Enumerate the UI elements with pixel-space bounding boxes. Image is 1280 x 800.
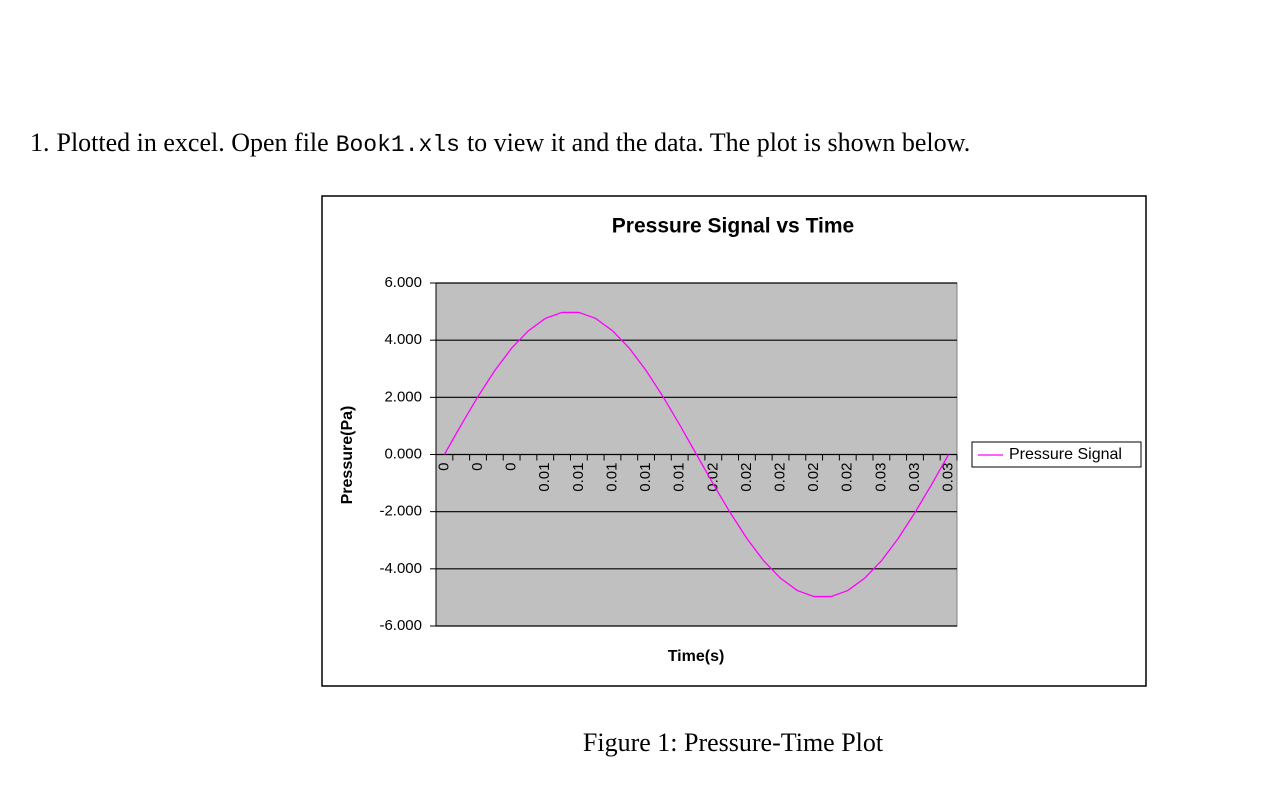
- legend-label: Pressure Signal: [1009, 446, 1122, 463]
- x-tick-label: 0.02: [704, 463, 721, 492]
- x-tick-label: 0.02: [772, 463, 789, 492]
- paragraph: 1. Plotted in excel. Open file Book1.xls to…: [30, 128, 977, 158]
- text: Plotted in excel. Open file: [56, 128, 329, 157]
- x-tick-label: 0.01: [536, 463, 553, 492]
- y-tick-label: 4.000: [384, 331, 422, 348]
- x-tick-label: 0.03: [940, 463, 957, 492]
- data-line: [443, 311, 950, 598]
- x-tick-label: 0: [469, 463, 486, 471]
- file-name: Book1.xls: [335, 132, 460, 158]
- y-tick-label: 6.000: [384, 274, 422, 291]
- y-tick-label: -2.000: [379, 503, 422, 520]
- text: to view it and the data. The plot is sho…: [466, 128, 971, 157]
- figure-caption: Figure 1: Pressure-Time Plot: [582, 728, 884, 757]
- chart: Pressure Signal vs Time Time(s) Pressure…: [321, 195, 1147, 687]
- x-tick-label: 0.01: [603, 463, 620, 492]
- x-tick-label: 0.01: [570, 463, 587, 492]
- x-tick-label: 0: [435, 463, 452, 471]
- y-tick-label: -4.000: [379, 560, 422, 577]
- x-tick-label: 0.02: [805, 463, 822, 492]
- x-axis-label: Time(s): [668, 648, 725, 665]
- y-tick-label: -6.000: [379, 617, 422, 634]
- x-tick-label: 0.02: [738, 463, 755, 492]
- y-tick-label: 2.000: [384, 388, 422, 405]
- y-tick-label: 0.000: [384, 445, 422, 462]
- chart-title: Pressure Signal vs Time: [612, 215, 854, 238]
- x-tick-label: 0.03: [872, 463, 889, 492]
- x-tick-label: 0: [503, 463, 520, 471]
- x-tick-label: 0.01: [637, 463, 654, 492]
- item-number: 1.: [30, 128, 50, 157]
- x-tick-label: 0.02: [839, 463, 856, 492]
- x-tick-label: 0.03: [906, 463, 923, 492]
- y-axis-label: Pressure(Pa): [339, 406, 356, 505]
- x-tick-label: 0.01: [671, 463, 688, 492]
